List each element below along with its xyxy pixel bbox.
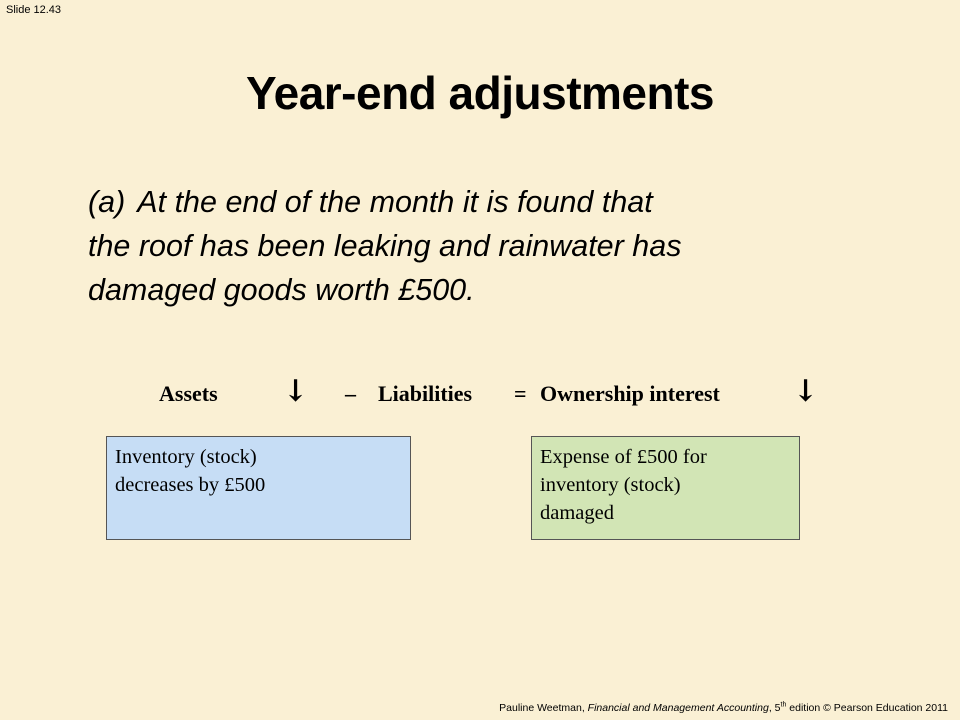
slide-title: Year-end adjustments [245,67,715,119]
ownership-interest-label: Ownership interest [540,381,720,406]
slide-number: Slide 12.43 [6,4,62,16]
ownership-decrease-arrow-icon: ↓ [793,374,819,409]
footer-publisher: edition © Pearson Education 2011 [786,702,948,714]
footer-book-title: Financial and Management Accounting [587,702,769,714]
assets-effect-line-2: decreases by £500 [115,474,266,496]
footer-edition-suffix: th [780,701,787,709]
ownership-effect-line-1: Expense of £500 for [540,446,707,468]
ownership-effect-line-3: damaged [540,502,614,524]
equals-sign: = [514,381,527,406]
body-paragraph: (a) At the end of the month it is found t… [88,180,848,312]
body-line-1: At the end of the month it is found that [137,185,653,219]
assets-decrease-arrow-icon: ↓ [283,374,309,409]
ownership-effect-line-2: inventory (stock) [540,474,681,496]
body-line-3: damaged goods worth £500. [88,273,475,307]
liabilities-label: Liabilities [378,381,473,406]
copyright-footer: Pauline Weetman, Financial and Managemen… [499,701,948,715]
assets-effect-line-1: Inventory (stock) [115,446,257,468]
assets-label: Assets [159,381,218,406]
ownership-effect-box: Expense of £500 for inventory (stock) da… [531,436,800,540]
footer-author: Pauline Weetman, [499,702,588,714]
footer-edition: , 5 [768,702,781,714]
body-line-2: the roof has been leaking and rainwater … [88,229,682,263]
minus-sign: – [345,381,356,406]
item-label: (a) [88,185,126,219]
assets-effect-box: Inventory (stock) decreases by £500 [106,436,411,540]
